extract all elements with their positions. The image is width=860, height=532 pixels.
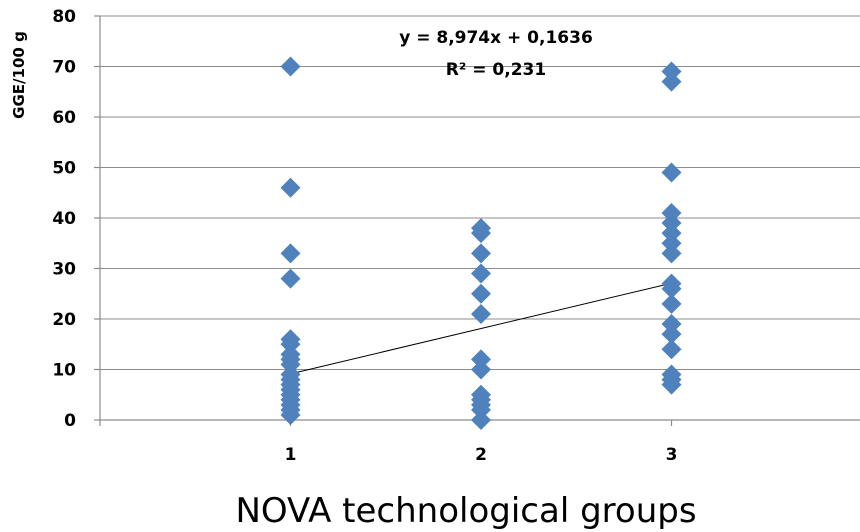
- data-point: [280, 334, 301, 355]
- data-point: [280, 177, 301, 198]
- data-point: [280, 268, 301, 289]
- data-point: [661, 61, 682, 82]
- trendline-equation: y = 8,974x + 0,1636: [399, 28, 593, 48]
- data-points: [280, 56, 682, 430]
- y-tick-label: 10: [52, 361, 76, 381]
- data-point: [471, 410, 491, 430]
- x-tick-label: 3: [666, 445, 678, 465]
- data-point: [471, 349, 491, 370]
- x-tick-label: 1: [285, 445, 297, 465]
- x-tick-label: 2: [475, 445, 487, 465]
- data-point: [471, 283, 491, 304]
- data-point: [471, 263, 491, 284]
- y-axis-label: GGE/100 g: [10, 31, 28, 119]
- y-tick-label: 80: [52, 7, 76, 27]
- y-tick-label: 20: [52, 310, 76, 330]
- data-point: [661, 314, 682, 335]
- data-point: [280, 404, 301, 425]
- trendline-group: [290, 282, 672, 375]
- data-point: [471, 359, 491, 380]
- y-tick-label: 0: [64, 411, 76, 431]
- data-point: [661, 243, 682, 264]
- y-tick-label: 30: [52, 260, 76, 280]
- y-tick-label: 40: [52, 209, 76, 229]
- data-point: [471, 303, 491, 324]
- data-point: [661, 324, 682, 345]
- data-point: [661, 278, 682, 299]
- y-tick-label: 60: [52, 108, 76, 128]
- y-tick-label: 70: [52, 58, 76, 78]
- x-tick-labels: 1 2 3: [285, 445, 678, 465]
- data-point: [471, 243, 491, 264]
- r-squared-label: R² = 0,231: [446, 60, 546, 80]
- trendline: [290, 282, 672, 375]
- data-point: [661, 213, 682, 234]
- y-tick-labels: 0 10 20 30 40 50 60 70 80: [52, 7, 76, 431]
- x-axis-label: NOVA technological groups: [235, 491, 696, 531]
- data-point: [471, 399, 491, 420]
- data-point: [661, 223, 682, 244]
- data-point: [280, 56, 301, 77]
- data-point: [661, 374, 682, 395]
- data-point: [661, 162, 682, 183]
- data-point: [661, 202, 682, 223]
- data-point: [661, 339, 682, 360]
- data-point: [661, 233, 682, 254]
- data-point: [661, 293, 682, 314]
- y-tick-label: 50: [52, 159, 76, 179]
- data-point: [661, 71, 682, 92]
- data-point: [280, 243, 301, 264]
- data-point: [471, 223, 491, 244]
- data-point: [280, 354, 301, 375]
